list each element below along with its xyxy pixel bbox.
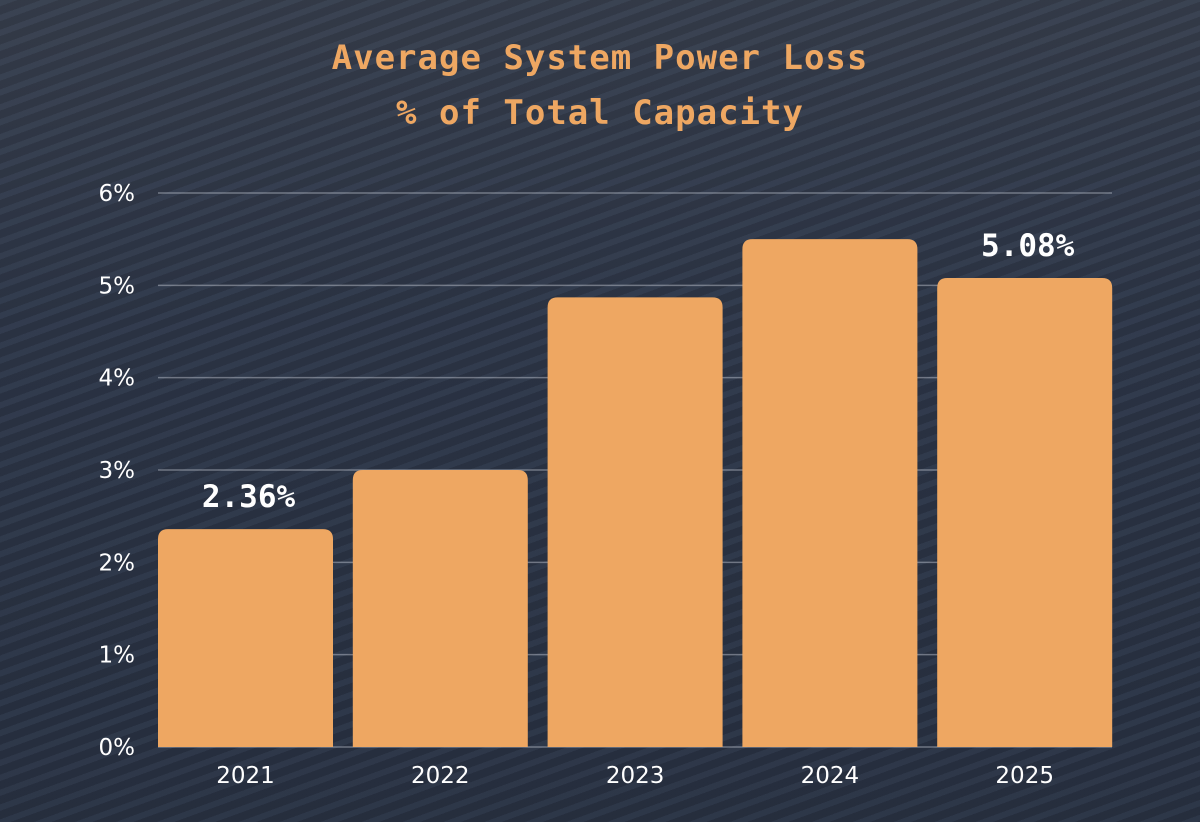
x-tick-label: 2021 xyxy=(216,763,275,789)
y-tick-label: 3% xyxy=(99,458,136,484)
data-label: 2.36% xyxy=(202,479,296,515)
y-tick-label: 0% xyxy=(99,735,136,761)
y-tick-label: 6% xyxy=(99,181,136,207)
y-tick-label: 4% xyxy=(99,366,136,392)
data-label: 5.08% xyxy=(981,228,1075,264)
bar-2021 xyxy=(158,529,333,747)
bar-2023 xyxy=(547,297,723,747)
bar-2022 xyxy=(352,470,528,747)
y-tick-label: 5% xyxy=(99,273,136,299)
x-tick-label: 2023 xyxy=(606,763,665,789)
chart-subtitle: % of Total Capacity xyxy=(396,93,804,133)
y-tick-label: 2% xyxy=(99,550,136,576)
x-tick-label: 2022 xyxy=(411,763,470,789)
bar-2025 xyxy=(937,277,1113,747)
y-tick-label: 1% xyxy=(99,643,136,669)
chart-title: Average System Power Loss xyxy=(331,38,869,78)
x-tick-label: 2025 xyxy=(995,763,1054,789)
x-tick-label: 2024 xyxy=(801,763,860,789)
bar-2024 xyxy=(742,239,918,747)
